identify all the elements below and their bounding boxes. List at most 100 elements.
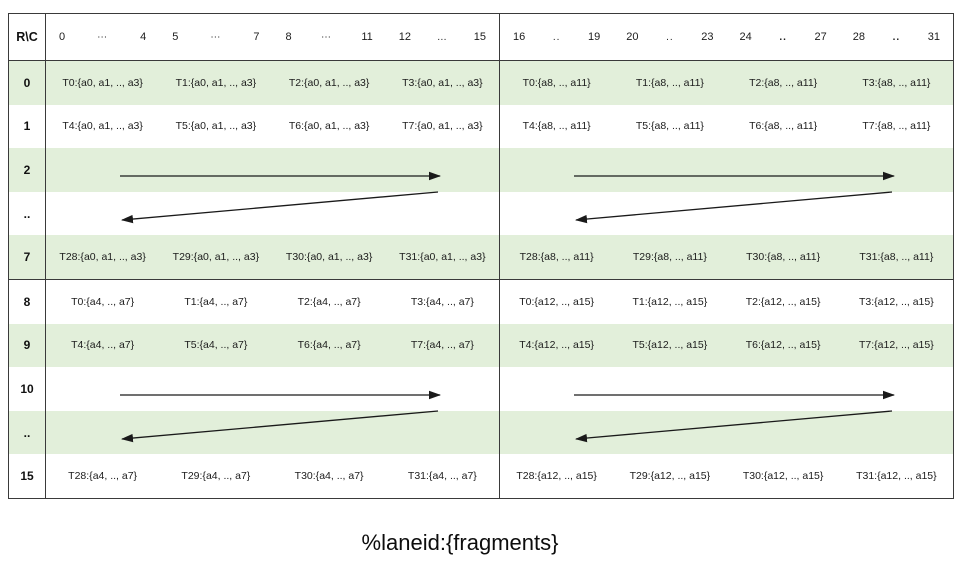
fragment-cell: T0:{a8, .., a11} [522, 76, 591, 89]
fragment-cell: T7:{a12, .., a15} [859, 339, 934, 352]
row-left-half [46, 148, 500, 192]
row-label: 0 [9, 61, 46, 105]
fragment-cell: T30:{a4, .., a7} [294, 470, 364, 483]
fragment-cell: T0:{a12, .., a15} [519, 295, 594, 308]
fragment-cell: T5:{a0, a1, .., a3} [175, 120, 257, 133]
fragment-cell: T7:{a0, a1, .., a3} [402, 120, 483, 133]
fragment-cell: T6:{a12, .., a15} [745, 339, 821, 352]
ellipsis: .. [552, 31, 561, 43]
fragment-cell: T28:{a4, .., a7} [68, 470, 138, 483]
col-start: 8 [285, 31, 292, 43]
col-end: 11 [361, 31, 373, 43]
ellipsis: .. [779, 31, 787, 43]
fragment-cell: T2:{a4, .., a7} [297, 295, 361, 308]
col-header-group: 24.. 27 [727, 14, 840, 60]
row-right-half [500, 148, 953, 192]
row-left-half: T4:{a0, a1, .., a3} T5:{a0, a1, .., a3} … [46, 104, 500, 149]
fragment-cell: T29:{a4, .., a7} [181, 470, 251, 483]
fragment-cell: T30:{a0, a1, .., a3} [285, 251, 373, 264]
col-end: 31 [927, 31, 940, 43]
col-start: 20 [626, 31, 639, 43]
row-right-half: T0:{a8, .., a11} T1:{a8, .., a11} T2:{a8… [500, 61, 953, 105]
fragment-cell: T6:{a4, .., a7} [297, 339, 361, 352]
lane-fragment-matrix-table: R\C 0 ⋯ 4 5 ⋯ 7 8 ⋯ 11 12… 15 16.. 19 20.. 23 24.… [8, 13, 954, 499]
row-left-half: T4:{a4, .., a7} T5:{a4, .., a7} T6:{a4, … [46, 323, 500, 368]
row-0: 0 T0:{a0, a1, .., a3} T1:{a0, a1, .., a3… [9, 61, 953, 105]
row-left-half: T28:{a0, a1, .., a3} T29:{a0, a1, .., a3… [46, 235, 500, 279]
header-right-half: 16.. 19 20.. 23 24.. 27 28.. 31 [500, 14, 953, 60]
col-end: 4 [140, 31, 147, 43]
fragment-cell: T3:{a8, .., a11} [862, 76, 931, 89]
fragment-cell: T4:{a4, .., a7} [71, 339, 135, 352]
col-header-group: 12 … 15 [386, 14, 499, 60]
fragment-cell: T29:{a12, .., a15} [629, 470, 711, 483]
row-7: 7 T28:{a0, a1, .., a3} T29:{a0, a1, .., … [9, 235, 953, 280]
row-9: 9 T4:{a4, .., a7} T5:{a4, .., a7} T6:{a4… [9, 323, 953, 368]
row-left-half [46, 410, 500, 455]
header-row: R\C 0 ⋯ 4 5 ⋯ 7 8 ⋯ 11 12 … 15 16.. 19 20.. 23 24.… [9, 14, 953, 61]
row-10-arrow: 10 [9, 367, 953, 411]
fragment-cell: T1:{a8, .., a11} [635, 76, 704, 89]
row-right-half: T28:{a8, .., a11} T29:{a8, .., a11} T30:… [500, 235, 953, 279]
fragment-cell: T4:{a8, .., a11} [522, 120, 591, 133]
corner-cell: R\C [9, 14, 46, 60]
row-right-half: T4:{a12, .., a15} T5:{a12, .., a15} T6:{… [500, 324, 953, 368]
row-label: 8 [9, 279, 46, 324]
col-header-group: 28.. 31 [840, 14, 953, 60]
fragment-cell: T0:{a4, .., a7} [71, 295, 135, 308]
col-start: 24 [739, 31, 752, 43]
col-start: 16 [513, 31, 526, 43]
row-15: 15 T28:{a4, .., a7} T29:{a4, .., a7} T30… [9, 454, 953, 498]
fragment-cell: T0:{a0, a1, .., a3} [62, 76, 143, 89]
fragment-cell: T2:{a12, .., a15} [745, 295, 821, 308]
col-end: 19 [588, 31, 601, 43]
row-left-half: T0:{a0, a1, .., a3} T1:{a0, a1, .., a3} … [46, 61, 500, 105]
fragment-cell: T6:{a0, a1, .., a3} [288, 120, 370, 133]
fragment-cell: T1:{a12, .., a15} [632, 295, 708, 308]
col-end: 15 [473, 31, 486, 43]
fragment-cell: T3:{a12, .., a15} [859, 295, 934, 308]
fragment-cell: T2:{a8, .., a11} [749, 76, 818, 89]
col-header-group: 16.. 19 [500, 14, 613, 60]
row-label: 10 [9, 367, 46, 411]
row-dots-arrow: .. [9, 191, 953, 236]
ellipsis: .. [666, 31, 674, 43]
fragment-cell: T28:{a12, .., a15} [516, 470, 597, 483]
col-header-group: 0 ⋯ 4 [46, 14, 159, 60]
row-right-half [500, 367, 953, 411]
col-start: 5 [172, 31, 179, 43]
row-left-half: T0:{a4, .., a7} T1:{a4, .., a7} T2:{a4, … [46, 279, 500, 324]
row-dots2-arrow: .. [9, 410, 953, 455]
fragment-cell: T5:{a8, .., a11} [635, 120, 704, 133]
fragment-cell: T31:{a8, .., a11} [859, 251, 934, 264]
col-header-group: 8 ⋯ 11 [273, 14, 386, 60]
row-label: 1 [9, 104, 46, 149]
fragment-cell: T28:{a0, a1, .., a3} [59, 251, 146, 264]
row-label: 9 [9, 323, 46, 368]
fragment-cell: T3:{a0, a1, .., a3} [402, 76, 483, 89]
ellipsis: ⋯ [97, 31, 109, 43]
col-header-group: 5 ⋯ 7 [159, 14, 272, 60]
fragment-cell: T28:{a8, .., a11} [519, 251, 594, 264]
fragment-cell: T6:{a8, .., a11} [749, 120, 818, 133]
row-right-half [500, 411, 953, 455]
fragment-cell: T4:{a12, .., a15} [519, 339, 594, 352]
fragment-cell: T5:{a4, .., a7} [184, 339, 248, 352]
col-start: 12 [398, 31, 411, 43]
col-end: 23 [701, 31, 714, 43]
ellipsis: ⋯ [320, 31, 332, 43]
row-right-half: T28:{a12, .., a15} T29:{a12, .., a15} T3… [500, 454, 953, 498]
row-right-half: T0:{a12, .., a15} T1:{a12, .., a15} T2:{… [500, 280, 953, 324]
fragment-cell: T5:{a12, .., a15} [632, 339, 708, 352]
fragment-cell: T31:{a12, .., a15} [856, 470, 937, 483]
fragment-cell: T29:{a8, .., a11} [632, 251, 707, 264]
fragment-cell: T29:{a0, a1, .., a3} [172, 251, 260, 264]
row-left-half: T28:{a4, .., a7} T29:{a4, .., a7} T30:{a… [46, 454, 500, 498]
fragment-cell: T7:{a8, .., a11} [862, 120, 931, 133]
header-left-half: 0 ⋯ 4 5 ⋯ 7 8 ⋯ 11 12 … 15 [46, 14, 500, 60]
fragment-cell: T1:{a0, a1, .., a3} [175, 76, 257, 89]
row-label: 15 [9, 454, 46, 498]
ellipsis: … [436, 31, 448, 43]
row-label: 2 [9, 148, 46, 192]
row-label: 7 [9, 235, 46, 279]
